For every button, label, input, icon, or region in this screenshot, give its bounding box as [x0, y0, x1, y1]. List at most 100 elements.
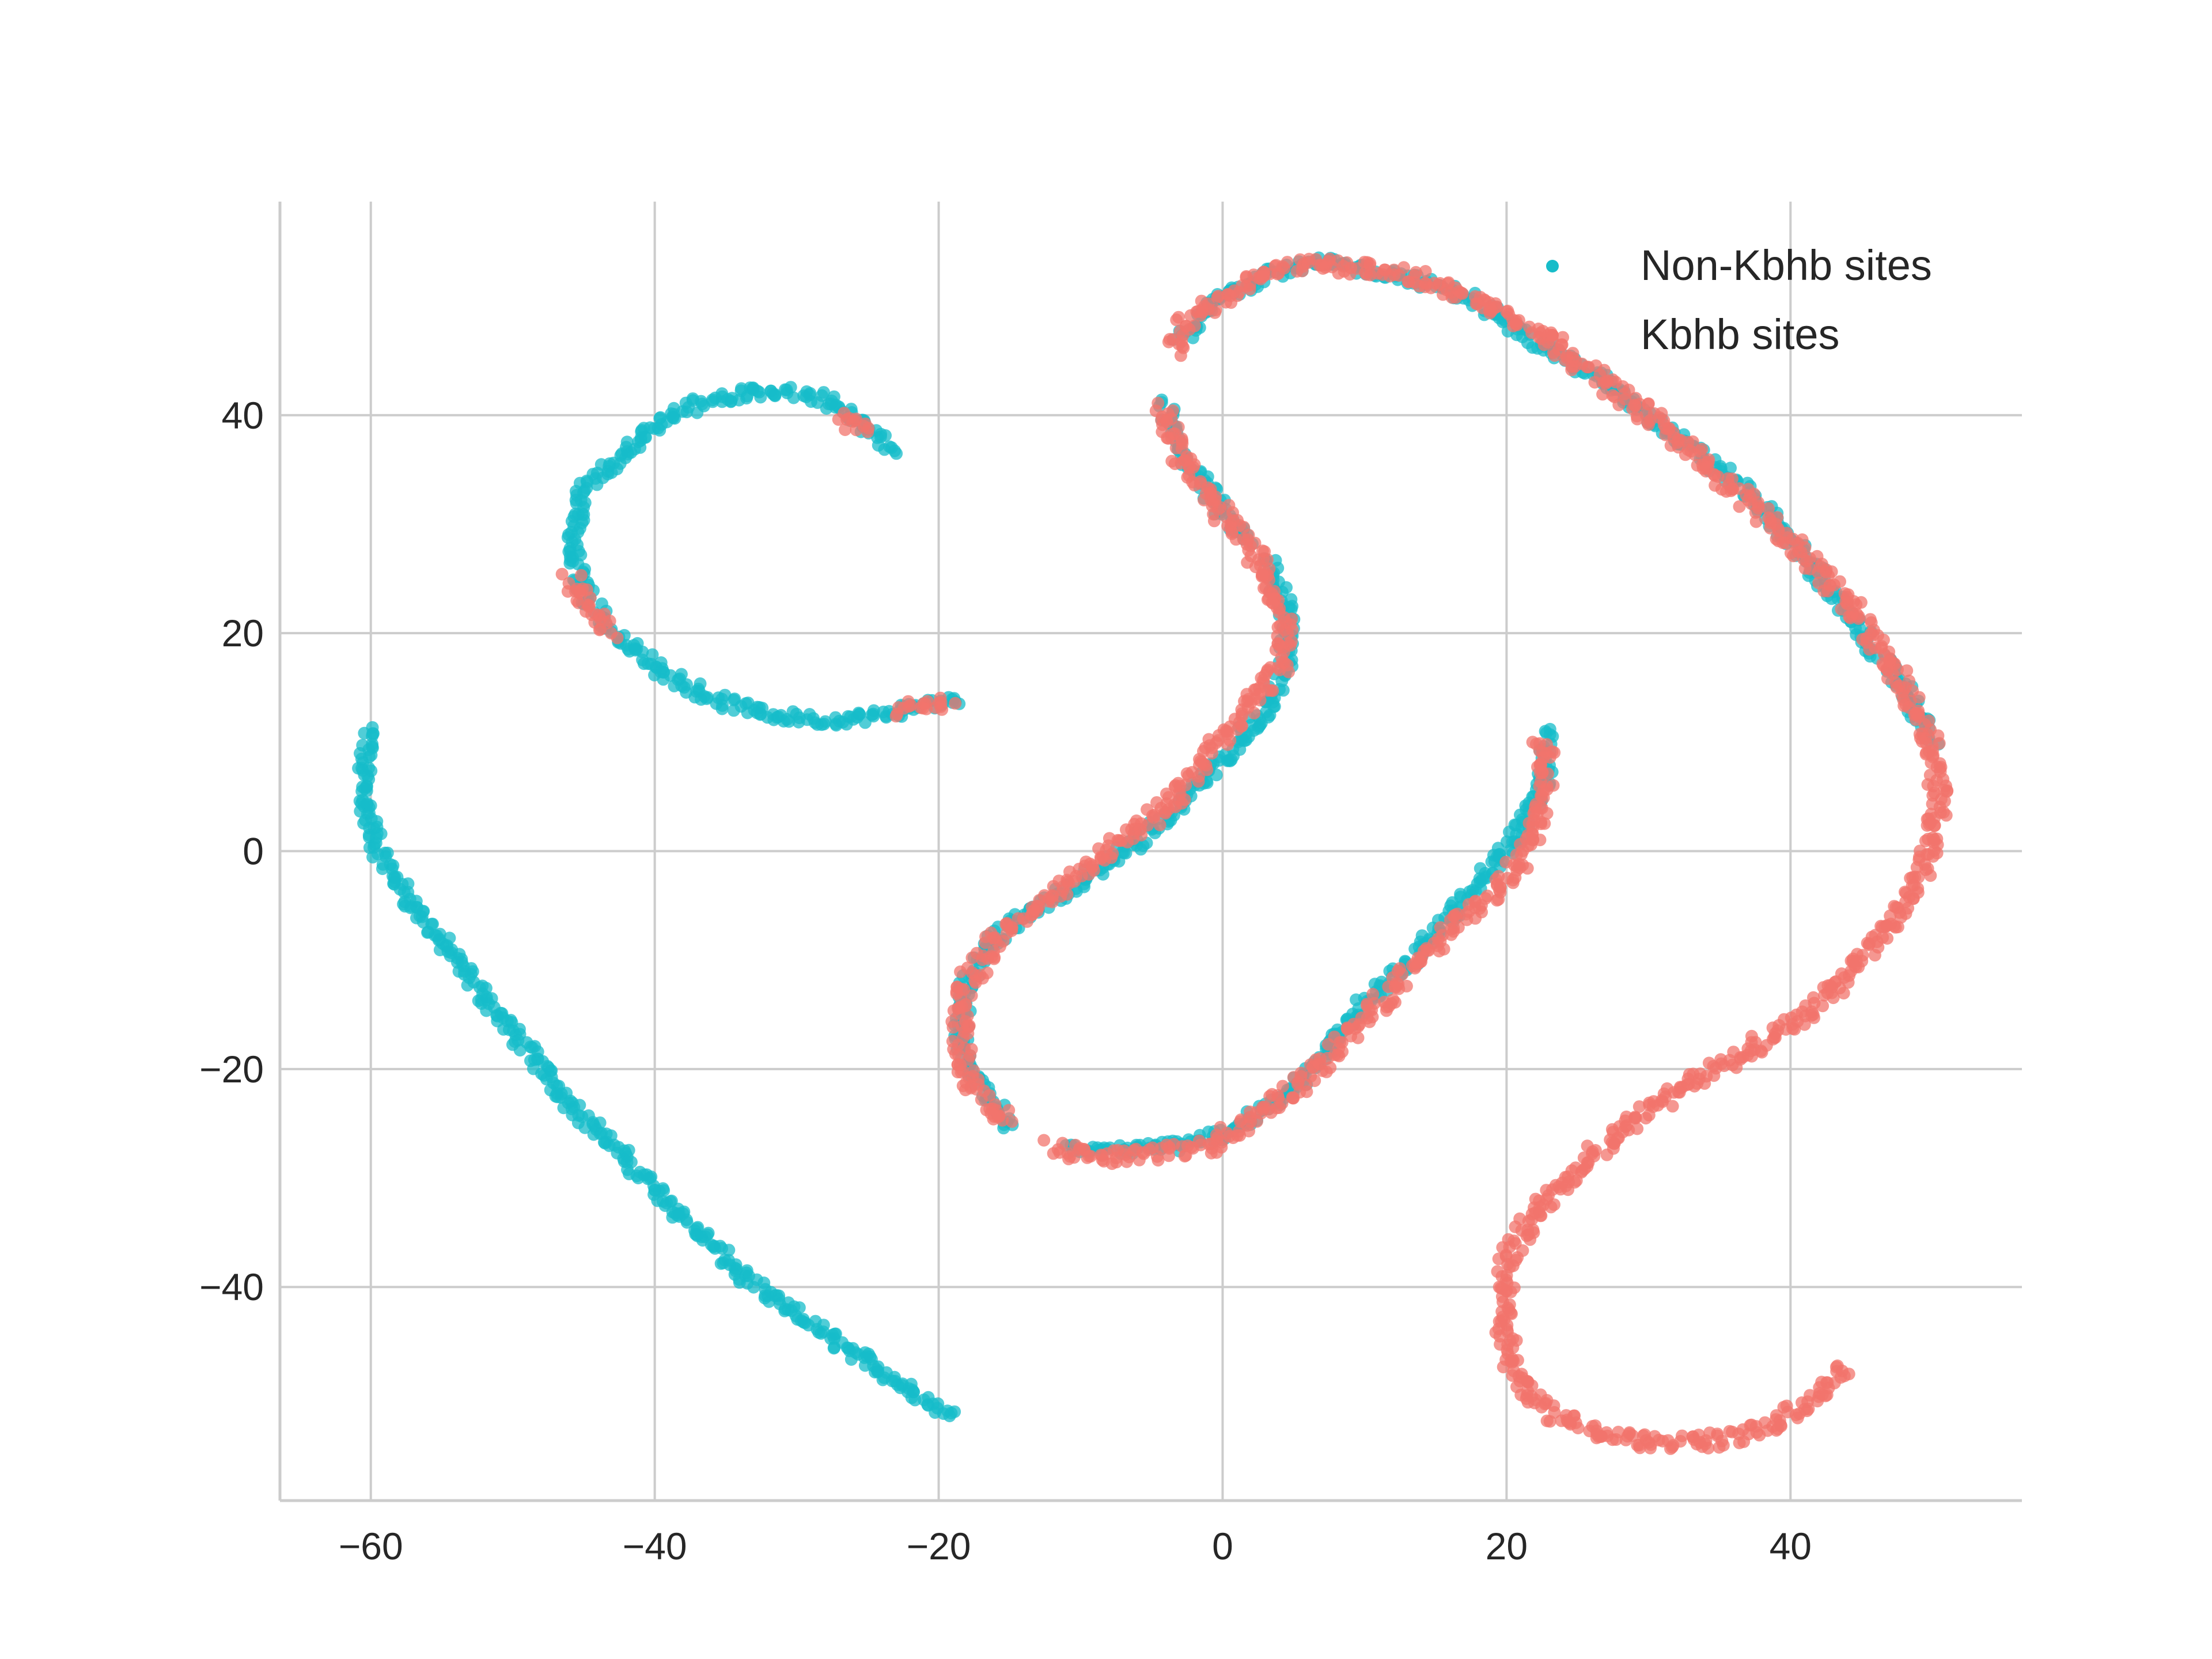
scatter-point	[979, 936, 992, 949]
scatter-point	[393, 882, 407, 896]
scatter-point	[1160, 787, 1173, 801]
scatter-point	[885, 441, 898, 454]
scatter-point	[1881, 932, 1894, 945]
scatter-point	[1777, 536, 1790, 550]
scatter-point	[1912, 853, 1926, 866]
scatter-point	[802, 1319, 815, 1332]
scatter-point	[1798, 1403, 1811, 1416]
scatter-point	[948, 1405, 961, 1418]
scatter-point	[1878, 921, 1892, 934]
scatter-point	[1633, 1441, 1646, 1455]
scatter-point	[1146, 1141, 1159, 1154]
scatter-point	[632, 1172, 645, 1184]
scatter-point	[1408, 269, 1421, 282]
scatter-point	[764, 384, 778, 397]
y-axis-ticks: −40 −20 0 20 40	[199, 394, 264, 1308]
scatter-point	[1752, 502, 1765, 515]
scatter-point	[1639, 1112, 1653, 1125]
scatter-point	[827, 1342, 840, 1355]
scatter-point	[1619, 1433, 1633, 1446]
scatter-point	[1067, 1151, 1081, 1164]
scatter-point	[1642, 397, 1655, 410]
scatter-point	[952, 1048, 965, 1062]
scatter-point	[387, 859, 400, 872]
scatter-point	[491, 1009, 504, 1022]
scatter-point	[1656, 1095, 1669, 1108]
scatter-point	[1500, 835, 1513, 849]
y-tick-label: −40	[199, 1266, 264, 1308]
scatter-point	[1927, 836, 1940, 849]
scatter-point	[1489, 301, 1502, 314]
scatter-point	[1821, 585, 1835, 598]
scatter-point	[1888, 919, 1901, 933]
scatter-point	[1053, 1146, 1066, 1159]
scatter-point	[1609, 1433, 1623, 1446]
scatter-point	[1534, 775, 1547, 789]
scatter-point	[876, 1373, 889, 1387]
x-axis-ticks: −60 −40 −20 0 20 40	[339, 1525, 1812, 1567]
scatter-point	[1068, 874, 1081, 888]
scatter-point	[1715, 1434, 1729, 1448]
scatter-point	[1452, 921, 1465, 934]
x-tick-label: −60	[339, 1525, 403, 1567]
scatter-point	[1159, 806, 1172, 820]
scatter-point	[1037, 1134, 1051, 1147]
scatter-point	[1165, 412, 1178, 425]
scatter-point	[1172, 310, 1185, 324]
scatter-point	[1709, 1062, 1722, 1075]
scatter-point	[1923, 768, 1937, 782]
scatter-point	[1818, 988, 1831, 1002]
scatter-point	[1928, 819, 1941, 832]
y-tick-label: 0	[243, 830, 264, 873]
scatter-point	[1301, 256, 1315, 269]
scatter-point	[1750, 1426, 1763, 1439]
scatter-point	[1693, 445, 1706, 458]
series-1-points	[555, 252, 1954, 1455]
legend-label-non-kbhb: Non-Kbhb sites	[1641, 241, 1932, 289]
scatter-point	[1652, 1434, 1665, 1446]
scatter-point	[949, 696, 962, 710]
scatter-point	[1597, 363, 1611, 377]
scatter-point	[1733, 500, 1746, 513]
scatter-point	[1501, 872, 1514, 885]
scatter-point	[1392, 978, 1405, 991]
scatter-point	[1452, 285, 1465, 298]
scatter-point	[715, 692, 729, 706]
scatter-point	[1120, 1155, 1133, 1168]
x-tick-label: 20	[1486, 1525, 1528, 1567]
scatter-point	[1596, 388, 1609, 401]
scatter-point	[1202, 297, 1215, 310]
legend-marker-kbhb	[1546, 329, 1559, 342]
scatter-point	[1544, 1200, 1558, 1214]
scatter-point	[1813, 560, 1827, 573]
scatter-point	[1256, 270, 1270, 283]
scatter-point	[570, 497, 583, 510]
scatter-point	[1548, 1406, 1561, 1419]
scatter-point	[853, 707, 866, 721]
scatter-point	[1214, 1120, 1227, 1134]
scatter-point	[1005, 1115, 1018, 1128]
scatter-point	[1434, 935, 1447, 948]
x-tick-label: 0	[1212, 1525, 1233, 1567]
scatter-point	[1502, 308, 1516, 321]
scatter-point	[1926, 850, 1940, 863]
scatter-point	[1167, 1138, 1180, 1151]
scatter-point	[914, 701, 927, 714]
scatter-point	[1538, 817, 1551, 830]
scatter-point	[1762, 502, 1775, 515]
scatter-point	[647, 422, 661, 435]
scatter-point	[1912, 691, 1926, 704]
scatter-point	[1207, 514, 1221, 528]
scatter-point	[1506, 1259, 1520, 1272]
scatter-point	[1098, 854, 1111, 867]
scatter-point	[1152, 1154, 1165, 1167]
scatter-point	[772, 1293, 786, 1306]
scatter-point	[1821, 1376, 1834, 1389]
scatter-point	[1393, 962, 1406, 975]
scatter-point	[1168, 457, 1181, 471]
scatter-point	[593, 623, 606, 637]
scatter-point	[1868, 949, 1881, 962]
scatter-point	[897, 702, 911, 715]
scatter-point	[1468, 895, 1482, 908]
scatter-point	[1571, 1422, 1585, 1434]
